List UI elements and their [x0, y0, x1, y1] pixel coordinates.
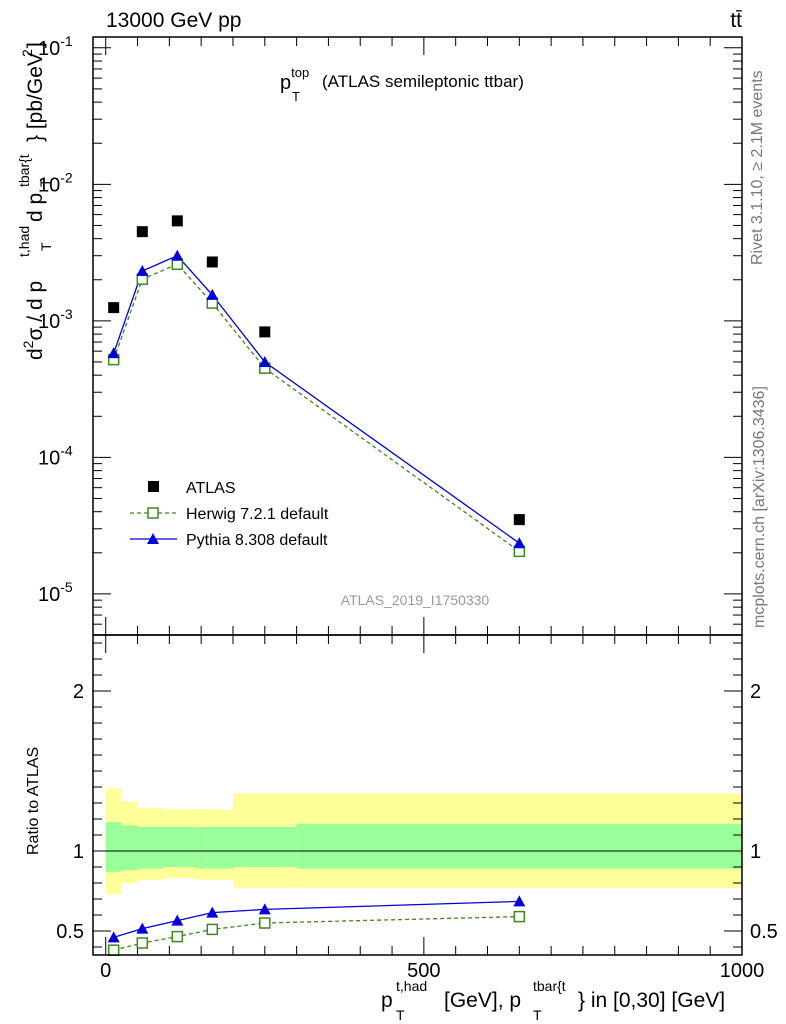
uncertainty-band-inner: [232, 827, 297, 867]
ratio-pythia-point: [206, 906, 219, 918]
atlas-point: [171, 215, 183, 227]
ratio-herwig-point: [171, 930, 184, 943]
pythia-point: [513, 537, 526, 549]
ratio-pythia-line: [113, 900, 520, 939]
plot-title-rest: (ATLAS semileptonic ttbar): [322, 72, 524, 91]
main-panel: 10-1 10-2 10-3 10-4 10-5: [38, 33, 743, 635]
atlas-point: [513, 514, 525, 526]
ratio-pythia-point: [171, 914, 184, 926]
svg-text:p: p: [381, 989, 393, 1012]
svg-text:]: ]: [24, 42, 47, 48]
legend-pythia-label: Pythia 8.308 default: [186, 532, 328, 549]
y-tick-label: 10-2: [38, 169, 73, 196]
svg-text:t,had: t,had: [16, 226, 32, 257]
legend-herwig-label: Herwig 7.2.1 default: [186, 506, 329, 523]
ratio-y-tick-label-left: 0.5: [56, 921, 84, 943]
svg-text:d p: d p: [24, 193, 47, 222]
svg-text:T: T: [37, 178, 53, 187]
uncertainty-band-inner: [162, 827, 195, 867]
header-process-label: tt̄: [730, 9, 742, 32]
x-tick-label: 1000: [720, 960, 765, 982]
herwig-line: [113, 263, 520, 552]
x-tick-label: 500: [407, 960, 440, 982]
svg-text:d2σ / d p​​: d2σ / d p​​: [20, 281, 47, 360]
uncertainty-band-inner: [137, 827, 163, 869]
side-text-mcplots: mcplots.cern.ch [arXiv:1306.3436]: [751, 386, 768, 628]
x-axis-label: p t,had T [GeV], p tbar{t T } in [0,30] …: [381, 978, 725, 1023]
svg-text:t,had: t,had: [396, 978, 427, 994]
ratio-pythia-point: [513, 895, 526, 907]
ratio-pythia-point: [136, 922, 149, 934]
svg-text:T: T: [38, 242, 54, 251]
ratio-y-tick-label-left: 1: [73, 841, 84, 863]
atlas-point: [259, 326, 271, 338]
analysis-watermark: ATLAS_2019_I1750330: [341, 592, 490, 608]
legend-atlas-label: ATLAS: [186, 480, 236, 497]
ratio-herwig-point: [206, 923, 219, 936]
plot-title: ptop: [280, 65, 309, 94]
ratio-panel-frame: [92, 634, 743, 956]
header-energy-label: 13000 GeV pp: [106, 9, 241, 32]
legend-herwig-marker: [147, 507, 159, 519]
legend-atlas-marker: [148, 481, 159, 492]
svg-text:} in [0,30] [GeV]: } in [0,30] [GeV]: [578, 989, 725, 1012]
ratio-herwig-point: [259, 917, 271, 929]
svg-text:T: T: [533, 1007, 542, 1023]
ratio-herwig-point: [513, 910, 526, 923]
pythia-point: [258, 355, 271, 367]
uncertainty-band-inner: [296, 823, 742, 869]
ratio-y-axis-label: Ratio to ATLAS: [25, 747, 42, 855]
main-y-axis-label-rest: T t,had d p T tbar{t } [pb/GeV 2 ]: [16, 42, 54, 257]
y-tick-label: 10-5: [38, 579, 73, 606]
ratio-y-tick-label-right: 0.5: [750, 921, 778, 943]
ratio-herwig-point: [136, 937, 149, 949]
ratio-pythia-point: [107, 931, 120, 943]
uncertainty-band-inner: [105, 822, 122, 872]
y-tick-label: 10-4: [38, 442, 73, 469]
ratio-y-tick-label-right: 1: [750, 841, 761, 863]
x-tick-label: 0: [100, 960, 111, 982]
svg-text:T: T: [396, 1007, 405, 1023]
ratio-y-tick-label-left: 2: [73, 681, 84, 703]
svg-text:tbar{t: tbar{t: [533, 978, 566, 994]
ratio-panel: 0.5 0.5 1 1 2 2 0 500 1000: [56, 635, 778, 982]
pythia-line: [113, 254, 520, 544]
svg-text:[GeV], p: [GeV], p: [444, 989, 521, 1012]
atlas-point: [206, 256, 218, 268]
svg-text:} [pb/GeV: } [pb/GeV: [24, 52, 47, 142]
ratio-herwig-point: [107, 944, 120, 956]
svg-text:2: 2: [19, 49, 35, 57]
ratio-y-tick-label-right: 2: [750, 681, 761, 703]
y-tick-label: 10-3: [38, 306, 73, 333]
pythia-point: [206, 288, 219, 300]
legend: ATLAS Herwig 7.2.1 default Pythia 8.308 …: [130, 480, 329, 549]
y-tick-label: 10-1: [38, 33, 73, 60]
uncertainty-band-inner: [194, 827, 233, 869]
plot-title-subscript: T: [292, 89, 300, 104]
svg-text:tbar{t: tbar{t: [16, 154, 32, 187]
pythia-point: [171, 249, 184, 261]
atlas-point: [108, 302, 120, 314]
legend-pythia-marker: [147, 533, 159, 544]
pythia-point: [107, 347, 120, 359]
atlas-point: [136, 226, 148, 238]
pythia-point: [136, 264, 149, 276]
main-y-axis-label: d2σ / d p​​: [20, 281, 47, 360]
side-text-rivet: Rivet 3.1.10, ≥ 2.1M events: [749, 70, 766, 265]
ratio-pythia-point: [258, 903, 271, 915]
uncertainty-band-inner: [121, 825, 138, 871]
